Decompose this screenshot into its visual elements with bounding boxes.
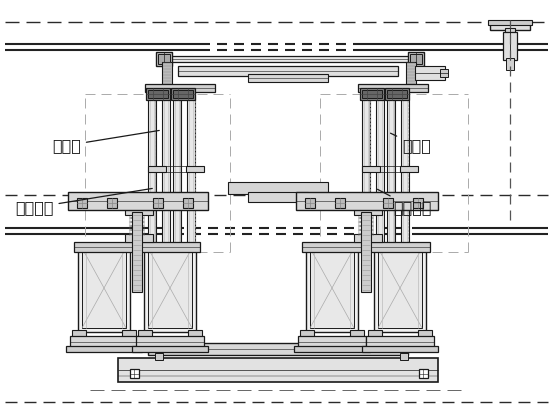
Bar bbox=[418, 330, 432, 338]
Bar bbox=[78, 244, 130, 332]
Bar bbox=[173, 90, 193, 98]
Bar bbox=[335, 198, 345, 208]
Bar bbox=[354, 234, 382, 242]
Bar bbox=[350, 330, 364, 338]
Bar bbox=[294, 346, 370, 352]
Bar bbox=[408, 52, 424, 66]
Bar bbox=[173, 90, 181, 250]
Bar bbox=[138, 330, 152, 338]
Bar bbox=[188, 330, 202, 338]
Bar bbox=[400, 166, 418, 172]
Bar bbox=[362, 90, 382, 98]
Bar bbox=[385, 88, 409, 100]
Bar bbox=[171, 88, 195, 100]
Bar bbox=[400, 353, 408, 360]
Bar bbox=[132, 212, 142, 292]
Bar bbox=[70, 336, 138, 348]
Bar bbox=[376, 90, 384, 250]
Bar bbox=[410, 54, 422, 64]
Bar bbox=[358, 84, 428, 92]
Bar bbox=[490, 22, 530, 30]
Bar bbox=[178, 66, 398, 76]
Bar bbox=[248, 74, 328, 82]
Bar bbox=[300, 330, 314, 338]
Bar bbox=[387, 90, 395, 250]
Bar bbox=[144, 244, 196, 332]
Bar bbox=[148, 248, 192, 328]
Text: 下放机构: 下放机构 bbox=[15, 189, 152, 215]
Bar bbox=[505, 28, 515, 38]
Bar bbox=[368, 330, 382, 338]
Bar bbox=[419, 369, 428, 378]
Bar bbox=[361, 212, 371, 292]
Bar bbox=[406, 62, 416, 90]
Text: 储料仓: 储料仓 bbox=[52, 131, 159, 153]
Bar bbox=[145, 84, 215, 92]
Bar bbox=[360, 88, 384, 100]
Bar bbox=[298, 336, 366, 348]
Bar bbox=[354, 209, 382, 215]
Bar bbox=[296, 192, 438, 210]
Bar bbox=[74, 242, 134, 252]
Bar bbox=[148, 166, 166, 172]
Bar bbox=[155, 353, 163, 360]
Bar bbox=[148, 90, 156, 250]
Bar bbox=[156, 52, 172, 66]
Bar bbox=[165, 56, 415, 62]
Bar bbox=[77, 198, 87, 208]
Bar bbox=[366, 336, 434, 348]
Bar bbox=[132, 346, 208, 352]
Bar bbox=[362, 90, 370, 250]
Bar bbox=[374, 244, 426, 332]
Bar bbox=[153, 198, 163, 208]
Bar bbox=[440, 69, 448, 77]
Bar bbox=[401, 90, 409, 250]
Bar bbox=[162, 62, 172, 90]
Bar bbox=[302, 242, 362, 252]
Bar bbox=[413, 198, 423, 208]
Bar bbox=[146, 88, 170, 100]
Bar bbox=[305, 198, 315, 208]
Bar bbox=[158, 54, 170, 64]
Bar bbox=[503, 32, 517, 60]
Bar bbox=[306, 244, 358, 332]
Bar bbox=[118, 358, 438, 382]
Bar bbox=[387, 90, 407, 98]
Bar bbox=[162, 90, 170, 250]
Bar bbox=[68, 192, 208, 210]
Bar bbox=[488, 20, 532, 25]
Bar bbox=[228, 182, 328, 194]
Bar bbox=[187, 90, 195, 250]
Bar bbox=[310, 248, 354, 328]
Bar bbox=[148, 343, 408, 355]
Bar bbox=[378, 248, 422, 328]
Bar bbox=[183, 198, 193, 208]
Bar bbox=[506, 58, 514, 70]
Bar bbox=[66, 346, 142, 352]
Bar bbox=[362, 346, 438, 352]
Bar bbox=[125, 209, 153, 215]
Bar bbox=[148, 90, 168, 98]
Bar bbox=[82, 248, 126, 328]
Text: 储料仓: 储料仓 bbox=[390, 133, 431, 153]
Bar bbox=[383, 198, 393, 208]
Bar bbox=[248, 192, 308, 202]
Bar bbox=[136, 336, 204, 348]
Bar bbox=[122, 330, 136, 338]
Bar bbox=[370, 242, 430, 252]
Bar bbox=[140, 242, 200, 252]
Bar bbox=[130, 369, 139, 378]
Bar bbox=[362, 166, 380, 172]
Bar bbox=[72, 330, 86, 338]
Text: 下放机构: 下放机构 bbox=[378, 189, 431, 215]
Bar bbox=[107, 198, 117, 208]
Bar bbox=[125, 234, 153, 242]
Bar bbox=[186, 166, 204, 172]
Bar bbox=[415, 66, 445, 80]
